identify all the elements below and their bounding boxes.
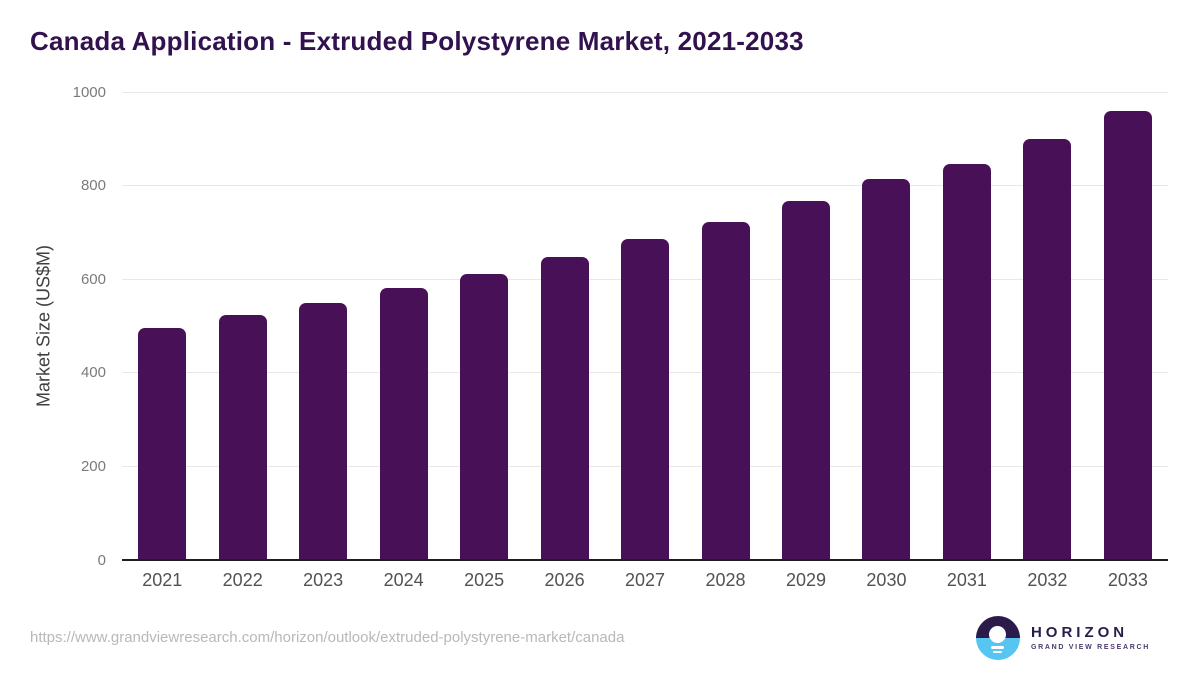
xtick-label-2025: 2025 bbox=[464, 570, 505, 590]
ytick-label-400: 400 bbox=[80, 364, 106, 382]
ytick-label-200: 200 bbox=[80, 457, 106, 475]
xtick-label-2027: 2027 bbox=[625, 570, 666, 590]
xtick-label-2023: 2023 bbox=[303, 570, 344, 590]
bar-2026[interactable] bbox=[540, 257, 589, 559]
xtick-label-2033: 2033 bbox=[1107, 570, 1148, 590]
chart-title: Canada Application - Extruded Polystyren… bbox=[30, 26, 804, 56]
logo-wave-shape bbox=[993, 650, 1003, 653]
bar-slot-2025 bbox=[444, 92, 524, 559]
bar-slot-2027 bbox=[605, 92, 685, 559]
bar-slot-2029 bbox=[766, 92, 846, 559]
horizon-logo: HORIZON GRAND VIEW RESEARCH bbox=[975, 616, 1150, 660]
xtick-label-2030: 2030 bbox=[866, 570, 907, 590]
logo-subtitle: GRAND VIEW RESEARCH bbox=[1030, 643, 1150, 651]
xtick-label-2024: 2024 bbox=[383, 570, 424, 590]
y-axis-title: Market Size (US$M) bbox=[33, 244, 54, 408]
gridline-1000 bbox=[122, 91, 1168, 93]
gridline-800 bbox=[122, 185, 1168, 187]
xtick-label-2028: 2028 bbox=[705, 570, 746, 590]
bar-slot-2024 bbox=[363, 92, 443, 559]
bar-2027[interactable] bbox=[621, 238, 670, 559]
ytick-label-800: 800 bbox=[80, 177, 106, 195]
bar-2030[interactable] bbox=[862, 179, 911, 559]
source-url: https://www.grandviewresearch.com/horizo… bbox=[30, 629, 625, 646]
x-axis-labels: 2021 2022 2023 2024 2025 2026 2027 2028 2029 2030… bbox=[122, 570, 1168, 591]
logo-title: HORIZON bbox=[1030, 623, 1129, 641]
logo-wave-shape bbox=[991, 646, 1005, 649]
xtick-label-2026: 2026 bbox=[544, 570, 585, 590]
xtick-label-2021: 2021 bbox=[142, 570, 183, 590]
xtick-label-2022: 2022 bbox=[222, 570, 263, 590]
x-axis-line bbox=[122, 559, 1168, 561]
bar-slot-2028 bbox=[685, 92, 765, 559]
bar-2021[interactable] bbox=[138, 328, 187, 559]
plot-area: 0 200 400 600 800 1000 2021 2022 2023 2024 2025 20… bbox=[73, 85, 1168, 590]
bar-2025[interactable] bbox=[460, 274, 509, 559]
xtick-label-2029: 2029 bbox=[785, 570, 826, 590]
xtick-label-2031: 2031 bbox=[946, 570, 987, 590]
bar-2023[interactable] bbox=[299, 302, 348, 559]
horizon-logo-icon bbox=[975, 616, 1020, 660]
bar-2032[interactable] bbox=[1023, 138, 1072, 559]
bar-2031[interactable] bbox=[942, 163, 991, 559]
bar-2029[interactable] bbox=[781, 200, 830, 559]
bars-container bbox=[122, 92, 1168, 559]
bar-slot-2022 bbox=[202, 92, 282, 559]
bar-2033[interactable] bbox=[1103, 111, 1152, 559]
bar-slot-2023 bbox=[283, 92, 363, 559]
bar-slot-2031 bbox=[927, 92, 1007, 559]
bar-slot-2030 bbox=[846, 92, 926, 559]
bar-2028[interactable] bbox=[701, 222, 750, 559]
bar-slot-2033 bbox=[1088, 92, 1168, 559]
logo-sun-shape bbox=[989, 626, 1007, 643]
ytick-label-0: 0 bbox=[97, 551, 106, 569]
bar-slot-2032 bbox=[1007, 92, 1087, 559]
xtick-label-2032: 2032 bbox=[1027, 570, 1068, 590]
ytick-label-1000: 1000 bbox=[72, 83, 106, 101]
bar-slot-2021 bbox=[122, 92, 202, 559]
bar-2024[interactable] bbox=[379, 287, 428, 559]
bar-slot-2026 bbox=[524, 92, 604, 559]
bar-2022[interactable] bbox=[218, 315, 267, 559]
ytick-label-600: 600 bbox=[80, 270, 106, 288]
